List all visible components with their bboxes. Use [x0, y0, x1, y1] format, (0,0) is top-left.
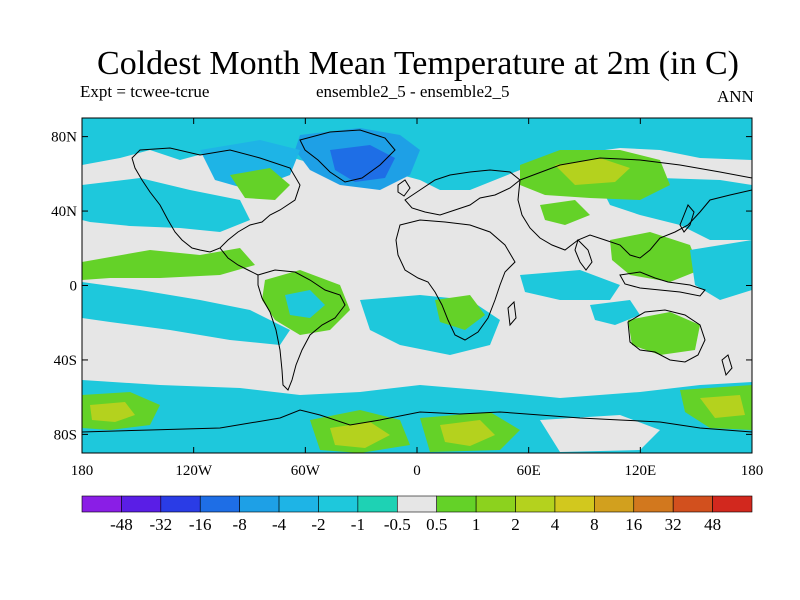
- field-greenland-deep: [330, 145, 395, 182]
- colorbar-label: -4: [272, 515, 287, 534]
- coast-japan: [679, 204, 695, 233]
- season-label: ANN: [717, 87, 754, 106]
- colorbar-swatch: [554, 495, 595, 513]
- colorbar-label: 8: [590, 515, 599, 534]
- lat-tick-label: 80N: [51, 130, 77, 146]
- colorbar-swatch: [239, 495, 280, 513]
- colorbar-swatch: [199, 495, 240, 513]
- colorbar-swatch: [121, 495, 162, 513]
- colorbar-swatch: [633, 495, 674, 513]
- coast-madagascar: [507, 300, 517, 327]
- lon-tick-label: 180: [741, 463, 764, 479]
- lat-tick-label: 40S: [54, 353, 77, 369]
- coast-australia: [627, 309, 706, 363]
- lon-tick-label: 120W: [175, 463, 213, 479]
- field-ross-yellow: [330, 422, 390, 448]
- colorbar-swatch: [160, 495, 201, 513]
- colorbar-swatch: [278, 495, 319, 513]
- colorbar-label: 2: [511, 515, 520, 534]
- colorbar-swatch: [318, 495, 359, 513]
- colorbar-label: -1: [351, 515, 365, 534]
- coast-new-zealand: [721, 354, 733, 377]
- colorbar-swatch: [81, 495, 122, 513]
- colorbar-swatch: [594, 495, 635, 513]
- field-npacific-cyan: [82, 178, 250, 232]
- colorbar-label: 32: [665, 515, 682, 534]
- colorbar-swatch: [712, 495, 753, 513]
- coastlines: [82, 129, 752, 433]
- coast-uk: [397, 179, 411, 197]
- coast-maritime: [619, 271, 706, 297]
- colorbar-label: -48: [110, 515, 133, 534]
- colorbar-swatch: [396, 495, 438, 513]
- colorbar-label: 4: [551, 515, 560, 534]
- field-tropic-green: [82, 248, 255, 280]
- lon-tick-label: 60E: [517, 463, 541, 479]
- lat-tick-label: 80S: [54, 427, 77, 443]
- colorbar-swatch: [672, 495, 713, 513]
- longitude-axis: 180 120W 60W 0 60E 120E 180: [71, 118, 764, 479]
- field-ind-cyan: [520, 270, 620, 300]
- coast-asia: [517, 157, 752, 259]
- lon-tick-label: 180: [71, 463, 94, 479]
- coast-antarctica: [82, 409, 752, 433]
- field-na-green: [230, 168, 290, 200]
- colorbar-label: 48: [704, 515, 721, 534]
- field-australia-green: [628, 312, 700, 355]
- field-mideast-green: [540, 200, 590, 225]
- field-maritime-green: [610, 232, 700, 282]
- colorbar-swatch: [436, 495, 477, 513]
- field-so-cyan: [82, 380, 752, 453]
- latitude-axis: 80N 40N 0 40S 80S: [51, 130, 752, 443]
- colorbar-label: -8: [233, 515, 247, 534]
- lat-tick-label: 40N: [51, 204, 77, 220]
- field-siberia-yellow: [555, 158, 630, 185]
- field-eant-yellow: [700, 395, 745, 418]
- colorbar-swatch: [475, 495, 516, 513]
- field-weddell-yellow: [440, 420, 495, 446]
- field-so-yellow-west: [90, 402, 135, 422]
- lat-tick-label: 0: [70, 279, 78, 295]
- coast-europe: [404, 169, 521, 216]
- coast-central-america: [219, 247, 259, 276]
- field-so-neutral-mid: [540, 415, 660, 452]
- coast-greenland: [299, 129, 396, 183]
- field-pacific-cyan: [690, 240, 752, 300]
- coast-africa: [395, 219, 516, 341]
- colorbar-label: 1: [472, 515, 481, 534]
- map-field: [82, 118, 752, 453]
- ensemble-label: ensemble2_5 - ensemble2_5: [316, 82, 510, 101]
- colorbar-label: -32: [149, 515, 172, 534]
- colorbar-label: 16: [625, 515, 642, 534]
- colorbar: -48 -32 -16 -8 -4 -2 -1 -0.5 0.5 1 2 4 8 16 32 48: [81, 495, 753, 534]
- colorbar-label: -2: [311, 515, 325, 534]
- coast-south-america: [257, 269, 346, 391]
- experiment-label: Expt = tcwee-tcrue: [80, 82, 210, 101]
- colorbar-label: -0.5: [384, 515, 411, 534]
- coast-india: [574, 239, 593, 271]
- field-australia-cyan: [590, 300, 640, 325]
- field-samerica-cyan: [285, 290, 325, 318]
- colorbar-label: 0.5: [426, 515, 447, 534]
- lon-tick-label: 60W: [291, 463, 321, 479]
- field-africa-green: [435, 295, 485, 330]
- lon-tick-label: 0: [413, 463, 421, 479]
- field-eqpac-cyan: [82, 282, 290, 345]
- coast-north-america: [131, 147, 301, 253]
- colorbar-swatch: [357, 495, 398, 513]
- colorbar-swatch: [515, 495, 556, 513]
- lon-tick-label: 120E: [624, 463, 656, 479]
- plot-title: Coldest Month Mean Temperature at 2m (in…: [97, 45, 739, 82]
- colorbar-label: -16: [189, 515, 212, 534]
